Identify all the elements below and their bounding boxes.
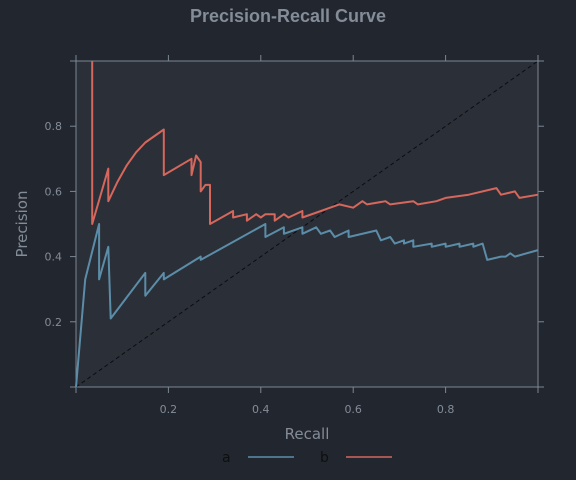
x-axis-label: Recall [285, 425, 330, 443]
chart-title: Precision-Recall Curve [190, 6, 386, 26]
x-tick-label: 0.4 [252, 403, 270, 416]
x-tick-label: 0.2 [160, 403, 178, 416]
y-tick-label: 0.8 [45, 120, 63, 133]
y-tick-label: 0.2 [45, 316, 63, 329]
y-tick-label: 0.6 [45, 185, 63, 198]
legend-label-a: a [222, 450, 231, 466]
legend-label-b: b [320, 450, 329, 466]
x-tick-label: 0.6 [344, 403, 362, 416]
y-axis-label: Precision [13, 191, 31, 258]
y-tick-label: 0.4 [45, 251, 63, 264]
x-tick-label: 0.8 [437, 403, 455, 416]
